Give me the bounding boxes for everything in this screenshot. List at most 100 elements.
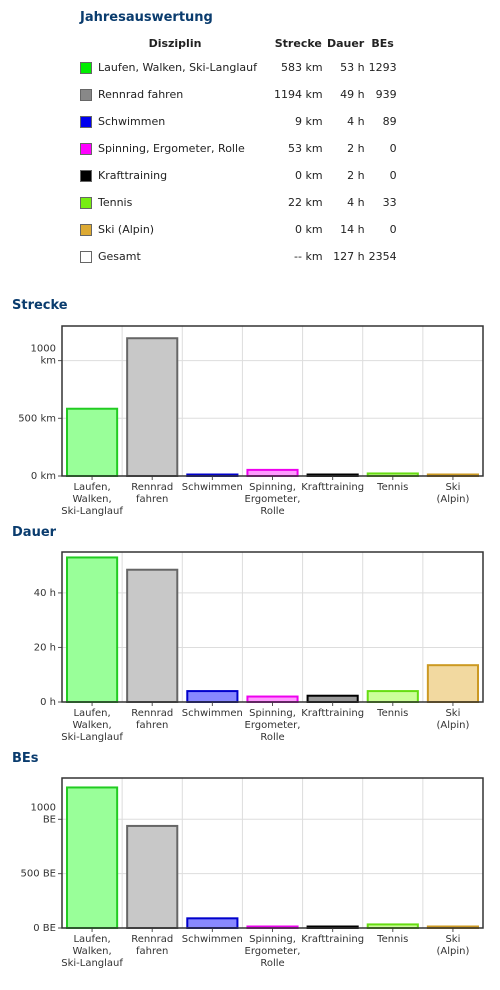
x-tick-label: Spinning, <box>249 482 296 493</box>
x-tick-label: Walken, <box>72 494 111 505</box>
summary-discipline-cell: Ski (Alpin) <box>78 216 272 243</box>
summary-distance-cell: -- km <box>294 250 323 263</box>
x-tick-label: fahren <box>136 720 168 731</box>
x-tick-label: Spinning, <box>249 934 296 945</box>
y-tick-label: 1000 <box>31 344 56 355</box>
color-swatch <box>80 116 92 128</box>
x-tick-label: Ergometer, <box>245 946 301 957</box>
summary-discipline-cell: Krafttraining <box>78 162 272 189</box>
bar <box>126 824 179 929</box>
page-title: Jahresauswertung <box>80 10 213 25</box>
plot-border <box>61 325 484 477</box>
x-tick-label: Rolle <box>260 506 284 517</box>
discipline-label: Schwimmen <box>98 115 166 128</box>
color-swatch <box>80 197 92 209</box>
summary-discipline-cell: Gesamt <box>78 243 272 270</box>
summary-row: Krafttraining 0 km 2 h 0 <box>78 162 399 189</box>
chart-title-bes: BEs <box>12 751 39 766</box>
summary-row: Tennis 22 km 4 h 33 <box>78 189 399 216</box>
summary-row: Spinning, Ergometer, Rolle 53 km 2 h 0 <box>78 135 399 162</box>
summary-distance-cell: 0 km <box>294 223 323 236</box>
x-tick-label: Rolle <box>260 958 284 969</box>
x-tick-label: Ergometer, <box>245 720 301 731</box>
summary-duration-cell: 49 h <box>340 88 365 101</box>
x-tick-label: fahren <box>136 946 168 957</box>
chart-title-dauer: Dauer <box>12 525 57 540</box>
plot-area <box>62 778 483 928</box>
x-tick-label: fahren <box>136 494 168 505</box>
summary-be-cell: 0 <box>389 169 397 182</box>
bar <box>186 690 239 704</box>
discipline-label: Rennrad fahren <box>98 88 184 101</box>
x-tick-label: Walken, <box>72 946 111 957</box>
discipline-label: Ski (Alpin) <box>98 223 155 236</box>
color-swatch <box>80 170 92 182</box>
summary-be-cell: 2354 <box>368 250 397 263</box>
x-tick-label: Rennrad <box>131 708 173 719</box>
y-tick-label: 0 BE <box>33 923 56 934</box>
x-tick-label: Tennis <box>376 934 408 945</box>
x-tick-label: Schwimmen <box>182 708 243 719</box>
summary-duration-cell: 4 h <box>347 196 365 209</box>
y-tick-label: 500 km <box>18 413 56 424</box>
summary-discipline-cell: Laufen, Walken, Ski-Langlauf <box>78 54 272 81</box>
summary-discipline-cell: Schwimmen <box>78 108 272 135</box>
color-swatch <box>80 224 92 236</box>
x-tick-label: Ski <box>445 934 460 945</box>
summary-be-cell: 33 <box>382 196 397 209</box>
plot-border <box>61 777 484 929</box>
header-distance: Strecke <box>274 36 322 50</box>
x-tick-label: Laufen, <box>73 708 110 719</box>
bar <box>306 694 359 704</box>
x-tick-label: Spinning, <box>249 708 296 719</box>
color-swatch <box>80 251 92 263</box>
x-tick-label: Krafttraining <box>301 482 364 493</box>
x-tick-label: Ski <box>445 708 460 719</box>
x-tick-label: Krafttraining <box>301 934 364 945</box>
summary-discipline-cell: Spinning, Ergometer, Rolle <box>78 135 272 162</box>
bar <box>126 337 179 477</box>
summary-be-cell: 1293 <box>368 61 397 74</box>
summary-duration-cell: 4 h <box>347 115 365 128</box>
discipline-label: Krafttraining <box>98 169 168 182</box>
summary-duration-cell: 127 h <box>333 250 365 263</box>
color-swatch <box>80 89 92 101</box>
x-tick-label: Krafttraining <box>301 708 364 719</box>
summary-discipline-cell: Tennis <box>78 189 272 216</box>
x-tick-label: (Alpin) <box>436 494 469 505</box>
x-tick-label: Laufen, <box>73 482 110 493</box>
bar <box>366 690 419 704</box>
summary-table: Disziplin Strecke Dauer BEs Laufen, Walk… <box>78 32 399 270</box>
summary-row: Ski (Alpin) 0 km 14 h 0 <box>78 216 399 243</box>
x-tick-label: Ski-Langlauf <box>61 506 123 517</box>
color-swatch <box>80 143 92 155</box>
y-tick-label: BE <box>43 814 56 825</box>
summary-distance-cell: 22 km <box>287 196 323 209</box>
bar <box>66 407 119 477</box>
x-tick-label: Ski-Langlauf <box>61 732 123 743</box>
y-tick-label: km <box>40 356 56 367</box>
bar <box>66 786 119 929</box>
bar <box>426 664 480 703</box>
summary-distance-cell: 9 km <box>294 115 323 128</box>
chart-title-strecke: Strecke <box>12 298 68 313</box>
x-tick-label: Tennis <box>376 482 408 493</box>
y-tick-label: 1000 <box>31 802 56 813</box>
x-tick-label: Rolle <box>260 732 284 743</box>
x-tick-label: (Alpin) <box>436 946 469 957</box>
summary-distance-cell: 53 km <box>287 142 323 155</box>
summary-row: Laufen, Walken, Ski-Langlauf 583 km 53 h 12… <box>78 54 399 81</box>
x-tick-label: Rennrad <box>131 934 173 945</box>
summary-be-cell: 939 <box>375 88 397 101</box>
y-tick-label: 40 h <box>34 588 56 599</box>
x-tick-label: Ergometer, <box>245 494 301 505</box>
y-tick-label: 500 BE <box>21 869 56 880</box>
summary-row: Gesamt -- km 127 h 2354 <box>78 243 399 270</box>
x-tick-label: Laufen, <box>73 934 110 945</box>
summary-discipline-cell: Rennrad fahren <box>78 81 272 108</box>
bar <box>66 556 119 704</box>
x-tick-label: Schwimmen <box>182 482 243 493</box>
bar <box>126 568 179 703</box>
